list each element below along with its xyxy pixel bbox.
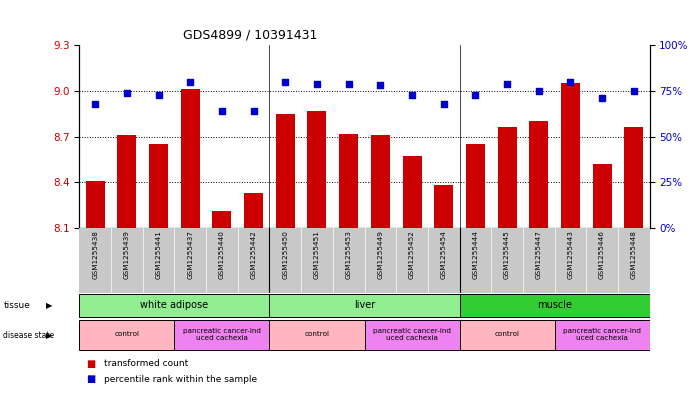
Text: GSM1255454: GSM1255454 (441, 230, 446, 279)
Text: GSM1255440: GSM1255440 (219, 230, 225, 279)
Text: muscle: muscle (537, 300, 572, 310)
Bar (238, 228, 269, 293)
Text: GSM1255452: GSM1255452 (409, 230, 415, 279)
Text: pancreatic cancer-ind
uced cachexia: pancreatic cancer-ind uced cachexia (373, 328, 451, 341)
Bar (117, 135, 136, 228)
Text: GSM1255444: GSM1255444 (473, 230, 478, 279)
Text: GSM1255443: GSM1255443 (567, 230, 574, 279)
Bar (466, 144, 485, 228)
Text: GSM1255450: GSM1255450 (283, 230, 288, 279)
Text: pancreatic cancer-ind
uced cachexia: pancreatic cancer-ind uced cachexia (563, 328, 641, 341)
Bar (149, 144, 168, 228)
Bar (554, 228, 586, 293)
Bar (460, 320, 554, 350)
Bar (586, 228, 618, 293)
Bar (364, 228, 396, 293)
Bar (402, 156, 422, 228)
Bar (592, 164, 612, 228)
Text: GSM1255451: GSM1255451 (314, 230, 320, 279)
Point (343, 81, 354, 87)
Text: transformed count: transformed count (104, 359, 188, 368)
Point (153, 92, 164, 98)
Bar (561, 83, 580, 228)
Bar (307, 111, 326, 228)
Text: GSM1255449: GSM1255449 (377, 230, 384, 279)
Bar (212, 211, 231, 228)
Bar (86, 181, 105, 228)
Point (375, 82, 386, 88)
Text: control: control (115, 331, 140, 337)
Bar (269, 228, 301, 293)
Point (216, 108, 227, 114)
Text: tissue: tissue (3, 301, 30, 310)
Bar (434, 185, 453, 228)
Text: GSM1255439: GSM1255439 (124, 230, 130, 279)
Point (184, 79, 196, 85)
Bar (269, 320, 364, 350)
Bar (79, 294, 269, 317)
Point (533, 88, 545, 94)
Bar (333, 228, 364, 293)
Bar (111, 228, 143, 293)
Bar (554, 320, 650, 350)
Text: pancreatic cancer-ind
uced cachexia: pancreatic cancer-ind uced cachexia (183, 328, 261, 341)
Bar (269, 294, 460, 317)
Bar (244, 193, 263, 228)
Text: control: control (305, 331, 330, 337)
Bar (79, 228, 111, 293)
Point (628, 88, 639, 94)
Point (470, 92, 481, 98)
Bar (523, 228, 554, 293)
Point (565, 79, 576, 85)
Point (280, 79, 291, 85)
Text: GDS4899 / 10391431: GDS4899 / 10391431 (183, 28, 318, 41)
Point (312, 81, 323, 87)
Text: ■: ■ (86, 358, 95, 369)
Bar (181, 89, 200, 228)
Text: GSM1255447: GSM1255447 (536, 230, 542, 279)
Bar (396, 228, 428, 293)
Point (122, 90, 133, 96)
Text: GSM1255448: GSM1255448 (631, 230, 636, 279)
Bar (371, 135, 390, 228)
Point (248, 108, 259, 114)
Point (438, 101, 449, 107)
Bar (491, 228, 523, 293)
Bar (498, 127, 516, 228)
Text: ▶: ▶ (46, 301, 53, 310)
Bar (428, 228, 460, 293)
Text: GSM1255437: GSM1255437 (187, 230, 193, 279)
Bar (460, 228, 491, 293)
Text: GSM1255438: GSM1255438 (93, 230, 98, 279)
Text: percentile rank within the sample: percentile rank within the sample (104, 375, 257, 384)
Point (406, 92, 417, 98)
Bar (206, 228, 238, 293)
Bar (174, 228, 206, 293)
Point (596, 95, 607, 101)
Text: GSM1255446: GSM1255446 (599, 230, 605, 279)
Text: disease state: disease state (3, 331, 55, 340)
Bar (143, 228, 174, 293)
Text: GSM1255453: GSM1255453 (346, 230, 352, 279)
Text: ■: ■ (86, 374, 95, 384)
Bar (79, 320, 174, 350)
Bar (460, 294, 650, 317)
Bar (276, 114, 295, 228)
Point (502, 81, 513, 87)
Point (90, 101, 101, 107)
Text: control: control (495, 331, 520, 337)
Bar (174, 320, 269, 350)
Bar (529, 121, 548, 228)
Bar (339, 134, 358, 228)
Text: GSM1255445: GSM1255445 (504, 230, 510, 279)
Bar (364, 320, 460, 350)
Bar (624, 127, 643, 228)
Text: GSM1255442: GSM1255442 (251, 230, 256, 279)
Bar (301, 228, 333, 293)
Text: ▶: ▶ (46, 331, 53, 340)
Text: white adipose: white adipose (140, 300, 209, 310)
Text: liver: liver (354, 300, 375, 310)
Text: GSM1255441: GSM1255441 (155, 230, 162, 279)
Bar (618, 228, 650, 293)
